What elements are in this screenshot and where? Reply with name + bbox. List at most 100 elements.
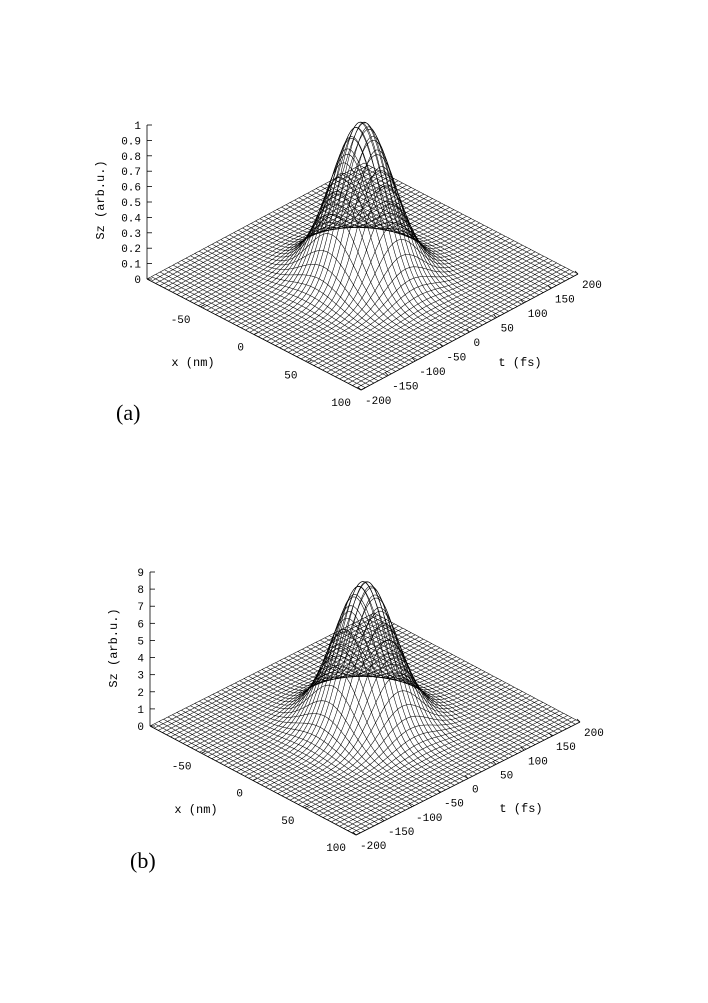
mesh-line-x	[155, 167, 373, 284]
mesh-line-x	[262, 136, 480, 340]
mesh-line-x	[219, 200, 437, 317]
mesh-line-x	[296, 240, 514, 357]
mesh-line-x	[248, 581, 474, 779]
mesh-line-x	[273, 640, 498, 792]
mesh-line-x	[261, 594, 486, 786]
mesh-line-x	[168, 173, 386, 291]
surface-mesh	[149, 581, 581, 836]
x-axis-label: x (nm)	[171, 356, 214, 370]
x-tick-label: 0	[236, 789, 243, 801]
mesh-line-x	[236, 148, 455, 326]
z-axis-label: Sz (arb.u.)	[107, 608, 121, 687]
mesh-line-t	[338, 630, 545, 741]
mesh-line-x	[277, 657, 502, 794]
mesh-line-t	[293, 653, 500, 763]
t-axis-label: t (fs)	[499, 802, 542, 816]
mesh-line-x	[343, 715, 568, 829]
mesh-line-x	[203, 641, 428, 755]
mesh-line-x	[283, 222, 502, 351]
mesh-line-x	[314, 699, 539, 814]
mesh-line-x	[158, 617, 383, 731]
chart-panel-a: 0 0.1 0.2 0.3 0.4 0.5 0.6 0.7 0.8 0.9 1 -50 0 50 100 -2…	[94, 121, 602, 425]
mesh-line-x	[265, 607, 490, 788]
x-tick	[200, 304, 205, 308]
t-tick	[493, 314, 497, 318]
x-tick	[307, 359, 312, 363]
mesh-line-t	[216, 241, 431, 354]
mesh-line-t	[181, 260, 396, 372]
mesh-line-x	[269, 622, 494, 790]
x-tick-label: 100	[331, 398, 351, 410]
panel-label: (b)	[130, 848, 156, 873]
mesh-line-t	[316, 188, 531, 300]
mesh-line-x	[330, 258, 549, 375]
mesh-line-x	[193, 187, 412, 304]
t-tick-label: 0	[472, 785, 479, 797]
mesh-line-x	[335, 710, 560, 825]
mesh-line-x	[206, 193, 425, 311]
mesh-line-x	[258, 126, 476, 337]
z-tick-label: 0.9	[121, 136, 141, 148]
mesh-line-t	[277, 170, 492, 321]
mesh-line-x	[326, 255, 544, 373]
t-tick	[520, 746, 525, 751]
mesh-line-x	[348, 267, 566, 384]
t-axis-label: t (fs)	[498, 356, 541, 370]
mesh-line-x	[215, 647, 441, 762]
mesh-line-x	[351, 719, 577, 834]
mesh-line-x	[224, 644, 449, 766]
t-tick-label: 50	[500, 770, 513, 782]
mesh-line-x	[249, 122, 467, 333]
mesh-line-x	[360, 273, 579, 391]
t-tick-label: -200	[365, 396, 391, 408]
z-tick-label: 0.1	[121, 260, 141, 272]
z-tick-label: 0.2	[121, 244, 141, 256]
mesh-line-t	[224, 233, 440, 349]
mesh-line-x	[339, 713, 564, 827]
mesh-line-t	[329, 181, 544, 293]
mesh-line-x	[215, 198, 433, 315]
mesh-line-t	[307, 192, 522, 305]
z-tick-label: 0.7	[121, 167, 141, 179]
z-tick-label: 1	[134, 121, 141, 133]
t-tick	[384, 372, 389, 376]
mesh-line-x	[322, 704, 548, 818]
mesh-line-x	[191, 634, 416, 749]
t-tick-label: -50	[444, 799, 464, 811]
z-tick-label: 0.6	[121, 183, 141, 195]
t-tick	[411, 357, 416, 362]
mesh-line-x	[356, 271, 574, 389]
mesh-line-x	[149, 612, 375, 727]
mesh-line-x	[256, 585, 482, 783]
mesh-line-x	[211, 645, 436, 759]
mesh-line-x	[207, 643, 432, 757]
t-tick-label: -100	[419, 367, 445, 379]
t-tick	[492, 761, 497, 765]
z-tick-label: 9	[137, 568, 144, 580]
x-tick	[201, 750, 206, 754]
mesh-line-x	[306, 695, 531, 810]
t-tick-label: 200	[584, 728, 604, 740]
mesh-line-x	[182, 630, 408, 744]
z-tick-label: 0	[134, 275, 141, 287]
mesh-line-x	[300, 242, 519, 360]
z-tick-label: 1	[137, 705, 144, 717]
t-tick-label: -150	[392, 382, 418, 394]
mesh-line-x	[146, 162, 365, 280]
mesh-line-t	[211, 243, 427, 356]
mesh-line-x	[285, 684, 511, 799]
mesh-line-x	[189, 184, 407, 302]
mesh-line-x	[347, 717, 572, 831]
z-tick-label: 2	[137, 688, 144, 700]
mesh-line-x	[322, 253, 540, 371]
mesh-line-x	[176, 178, 395, 295]
mesh-line-x	[228, 177, 446, 322]
mesh-line-x	[166, 621, 391, 735]
mesh-line-x	[305, 244, 523, 362]
mesh-line-x	[232, 618, 457, 770]
z-tick-label: 0.3	[121, 229, 141, 241]
mesh-line-x	[186, 632, 412, 746]
z-tick-label: 0.4	[121, 213, 141, 225]
mesh-line-x	[327, 706, 552, 820]
mesh-line-x	[352, 269, 570, 386]
